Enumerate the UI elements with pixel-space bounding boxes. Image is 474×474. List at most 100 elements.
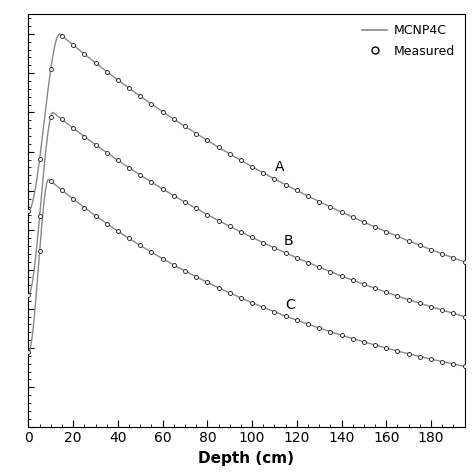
Point: [405, 296, 412, 303]
Point: [125, 235, 133, 242]
Point: [25, 291, 32, 299]
Point: [114, 76, 122, 84]
Point: [327, 268, 334, 275]
Point: [170, 261, 178, 269]
Point: [405, 237, 412, 245]
Point: [192, 273, 200, 281]
Point: [25, 348, 32, 356]
Point: [125, 164, 133, 172]
Point: [282, 312, 290, 320]
Point: [449, 310, 457, 317]
Point: [405, 350, 412, 357]
Point: [338, 272, 346, 280]
Point: [203, 211, 211, 219]
Point: [170, 192, 178, 200]
Point: [203, 279, 211, 286]
Point: [58, 116, 66, 123]
Point: [393, 233, 401, 240]
Point: [349, 335, 356, 342]
Point: [114, 228, 122, 235]
Point: [259, 303, 267, 311]
Point: [47, 177, 55, 185]
Point: [271, 244, 278, 252]
Point: [393, 292, 401, 300]
Point: [36, 212, 44, 220]
Point: [304, 320, 312, 328]
Point: [159, 185, 166, 193]
Point: [304, 192, 312, 200]
Point: [427, 356, 435, 363]
Point: [338, 208, 346, 216]
Point: [226, 289, 234, 297]
Point: [293, 316, 301, 324]
Point: [383, 344, 390, 352]
Point: [416, 353, 424, 360]
Point: [360, 281, 368, 288]
Point: [293, 254, 301, 262]
Point: [282, 181, 290, 189]
Point: [338, 331, 346, 339]
Point: [293, 187, 301, 194]
Text: A: A: [274, 160, 284, 174]
Point: [371, 223, 379, 231]
Point: [92, 141, 100, 148]
Point: [449, 360, 457, 368]
Point: [47, 113, 55, 120]
Point: [315, 324, 323, 332]
Point: [349, 213, 356, 221]
Point: [226, 150, 234, 158]
Point: [81, 50, 88, 58]
Point: [103, 149, 110, 156]
Point: [215, 284, 222, 292]
Point: [248, 299, 256, 307]
Point: [137, 242, 144, 249]
Point: [427, 303, 435, 310]
Point: [215, 144, 222, 151]
Point: [36, 155, 44, 163]
Point: [69, 124, 77, 132]
Point: [383, 288, 390, 296]
Point: [58, 32, 66, 39]
Point: [248, 163, 256, 171]
Point: [237, 294, 245, 301]
Point: [181, 198, 189, 206]
Point: [248, 234, 256, 241]
Point: [271, 175, 278, 182]
Point: [315, 264, 323, 271]
Point: [147, 100, 155, 108]
Point: [92, 212, 100, 219]
Point: [259, 239, 267, 246]
Point: [181, 267, 189, 275]
Point: [147, 248, 155, 256]
Legend: MCNP4C, Measured: MCNP4C, Measured: [358, 20, 458, 62]
Point: [103, 68, 110, 75]
Point: [137, 171, 144, 179]
Point: [393, 347, 401, 355]
Point: [304, 259, 312, 266]
Point: [383, 228, 390, 236]
Point: [416, 300, 424, 307]
Point: [360, 219, 368, 226]
Point: [237, 228, 245, 236]
Point: [271, 308, 278, 316]
Point: [315, 198, 323, 205]
Point: [192, 130, 200, 137]
Point: [47, 65, 55, 73]
Point: [461, 258, 468, 265]
Point: [438, 358, 446, 365]
Point: [159, 255, 166, 263]
Point: [438, 250, 446, 257]
Point: [92, 59, 100, 67]
Point: [416, 241, 424, 249]
Point: [181, 123, 189, 130]
Point: [237, 156, 245, 164]
Point: [461, 363, 468, 370]
Point: [170, 115, 178, 123]
Point: [159, 108, 166, 116]
Point: [371, 341, 379, 349]
Point: [327, 203, 334, 210]
Point: [69, 195, 77, 203]
Point: [114, 156, 122, 164]
Point: [192, 205, 200, 212]
Point: [147, 178, 155, 186]
